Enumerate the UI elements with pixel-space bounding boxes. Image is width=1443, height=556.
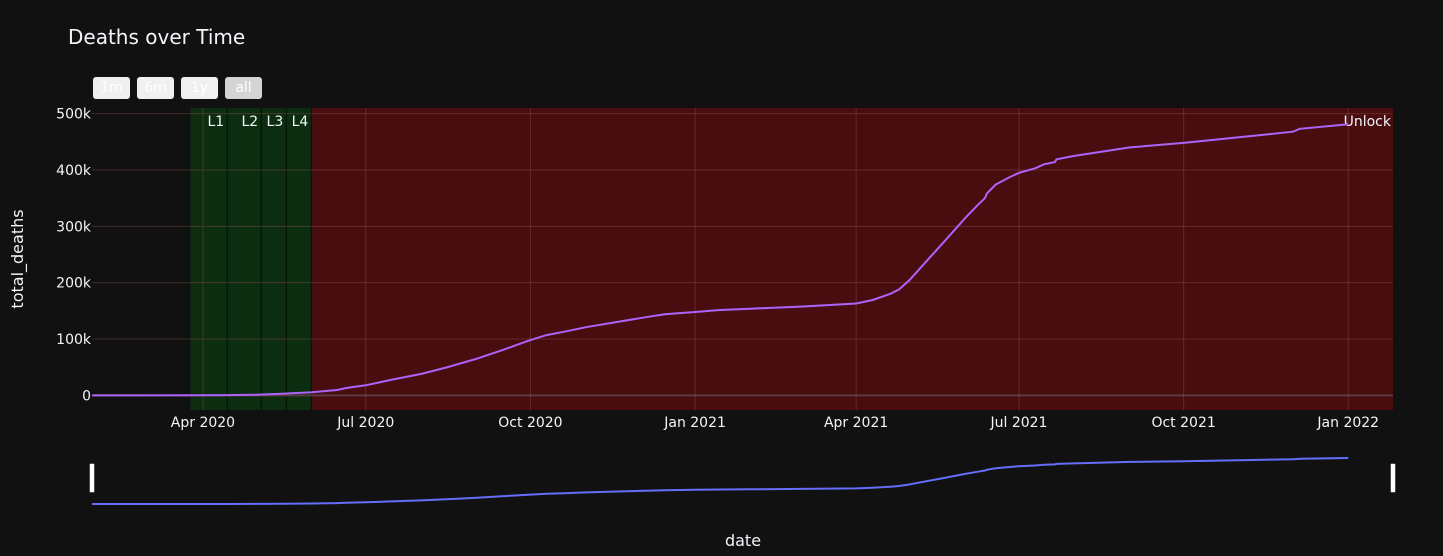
x-tick-label: Jan 2022 [1316, 415, 1379, 431]
phase-label: L2 [241, 114, 258, 130]
rangeslider-line [92, 457, 1349, 505]
y-tick-label: 200k [56, 276, 92, 292]
y-tick-label: 0 [82, 388, 91, 404]
phase-label: L1 [207, 114, 224, 130]
phase-region [262, 108, 288, 410]
rangeslider-right-handle[interactable] [1389, 462, 1397, 494]
gridlines [92, 108, 1393, 410]
range-1y-button[interactable]: 1y [181, 77, 218, 99]
x-tick-label: Apr 2021 [824, 415, 888, 431]
phase-label: Unlock [1344, 114, 1392, 130]
y-tick-label: 300k [56, 219, 92, 235]
y-tick-label: 500k [56, 107, 92, 123]
line-layer [92, 123, 1349, 397]
x-tick-label: Jul 2021 [989, 415, 1047, 431]
range-1m-button[interactable]: 1m [93, 77, 130, 99]
phase-region [190, 108, 229, 410]
y-axis-label: total_deaths [8, 209, 28, 308]
phase-region [228, 108, 263, 410]
x-axis-ticks: Apr 2020 Jul 2020 Oct 2020 Jan 2021 Apr 2021… [171, 415, 1379, 431]
chart-title: Deaths over Time [68, 25, 246, 49]
range-selector: 1m 6m 1y all [93, 77, 262, 99]
y-tick-label: 100k [56, 332, 92, 348]
x-tick-label: Jul 2020 [336, 415, 394, 431]
x-tick-label: Oct 2020 [498, 415, 562, 431]
x-axis-label: date [725, 531, 761, 550]
phase-shapes: L1 L2 L3 L4 Unlock [190, 108, 1394, 410]
phase-region [287, 108, 313, 410]
phase-label: L4 [292, 114, 309, 130]
phase-region [312, 108, 1394, 410]
range-slider[interactable] [88, 457, 1397, 505]
x-tick-label: Oct 2021 [1151, 415, 1215, 431]
rangeslider-left-handle[interactable] [88, 462, 96, 494]
phase-label: L3 [267, 114, 284, 130]
x-tick-label: Apr 2020 [171, 415, 235, 431]
series-line[interactable] [92, 123, 1349, 397]
x-tick-label: Jan 2021 [663, 415, 726, 431]
y-tick-label: 400k [56, 163, 92, 179]
range-6m-button[interactable]: 6m [137, 77, 174, 99]
y-axis-ticks: 0 100k 200k 300k 400k 500k [56, 107, 92, 405]
range-all-button[interactable]: all [225, 77, 262, 99]
